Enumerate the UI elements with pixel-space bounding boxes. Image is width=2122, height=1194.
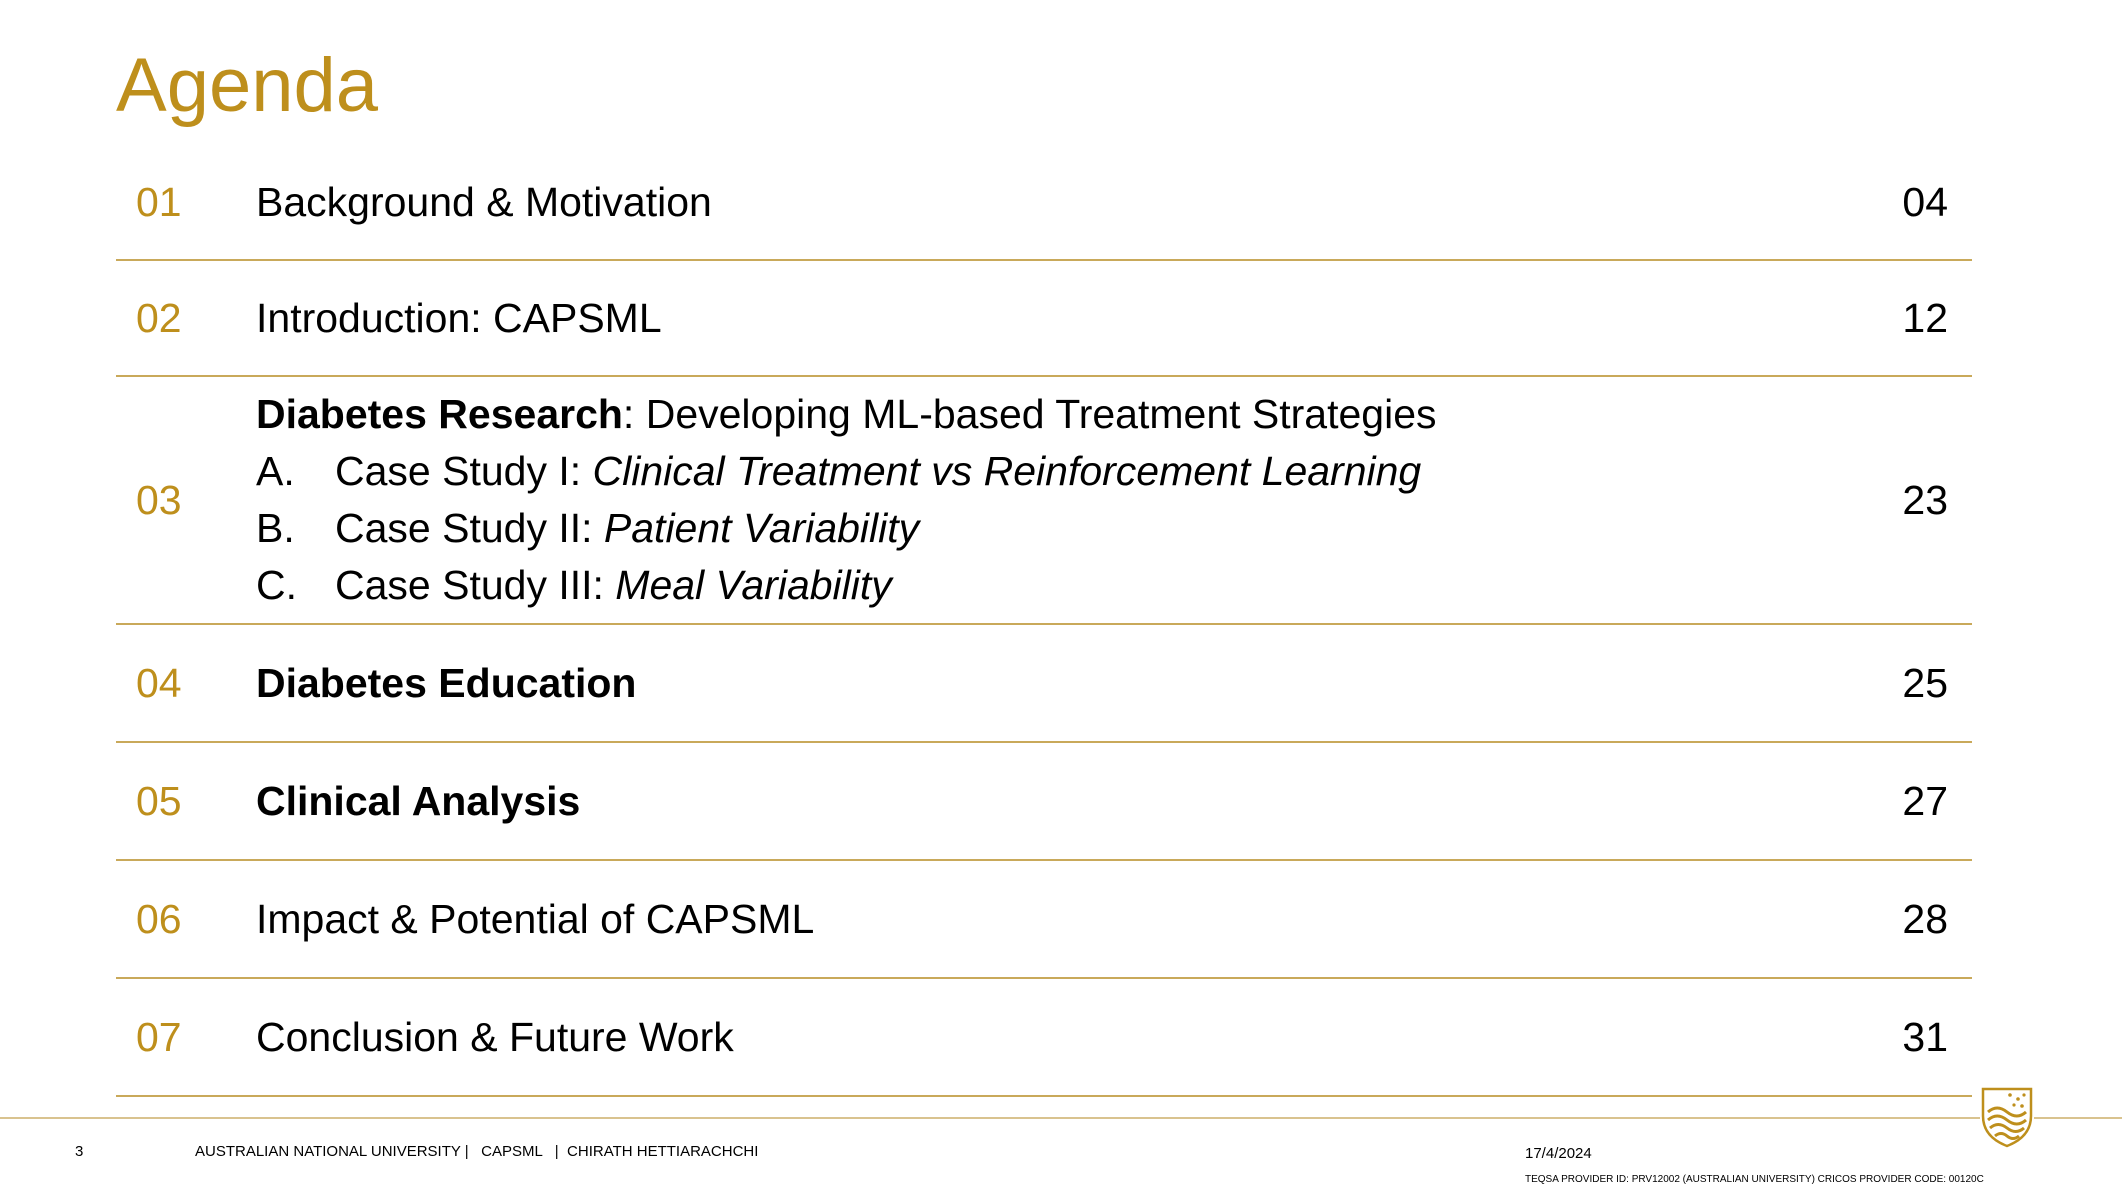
slide-number: 3 [75, 1143, 84, 1160]
item-number: 02 [136, 294, 182, 341]
item-label: Clinical Analysis [256, 777, 581, 824]
footer-divider [0, 1117, 2122, 1119]
sub-item-italic: Clinical Treatment vs Reinforcement Lear… [592, 448, 1422, 494]
item-label-group: Diabetes Research: Developing ML-based T… [256, 377, 1437, 623]
footer-provider: TEQSA PROVIDER ID: PRV12002 (AUSTRALIAN … [1525, 1174, 1984, 1185]
agenda-list: 01 Background & Motivation 04 02 Introdu… [116, 145, 1972, 1097]
footer-org: AUSTRALIAN NATIONAL UNIVERSITY | CAPSML … [195, 1143, 759, 1160]
item-label: Introduction: CAPSML [256, 294, 662, 341]
sub-item-c: C. Case Study III: Meal Variability [256, 557, 892, 614]
agenda-item-07: 07 Conclusion & Future Work 31 [116, 979, 1972, 1097]
item-label: Background & Motivation [256, 178, 712, 225]
item-heading-bold: Diabetes Research [256, 391, 623, 437]
agenda-item-05: 05 Clinical Analysis 27 [116, 743, 1972, 861]
sub-item-letter: C. [256, 562, 297, 608]
footer-date: 17/4/2024 [1525, 1145, 1592, 1162]
sub-item-prefix: Case Study III: [335, 562, 616, 608]
item-page: 25 [1902, 659, 1948, 706]
anu-crest-icon [1980, 1086, 2034, 1148]
item-number: 05 [136, 777, 182, 824]
agenda-item-01: 01 Background & Motivation 04 [116, 145, 1972, 261]
item-heading-rest: : Developing ML-based Treatment Strategi… [622, 391, 1437, 437]
sub-item-prefix: Case Study I: [335, 448, 593, 494]
item-heading: Diabetes Research: Developing ML-based T… [256, 386, 1437, 443]
sub-item-letter: A. [256, 448, 295, 494]
sub-item-italic: Meal Variability [615, 562, 892, 608]
sub-item-prefix: Case Study II: [335, 505, 604, 551]
agenda-item-06: 06 Impact & Potential of CAPSML 28 [116, 861, 1972, 979]
item-number: 07 [136, 1013, 182, 1060]
sub-item-b: B. Case Study II: Patient Variability [256, 500, 919, 557]
item-page: 23 [1902, 476, 1948, 523]
agenda-item-04: 04 Diabetes Education 25 [116, 625, 1972, 743]
sub-item-a: A. Case Study I: Clinical Treatment vs R… [256, 443, 1421, 500]
item-label: Conclusion & Future Work [256, 1013, 734, 1060]
page-title: Agenda [116, 43, 379, 128]
item-page: 27 [1902, 777, 1948, 824]
sub-item-letter: B. [256, 505, 295, 551]
item-number: 01 [136, 178, 182, 225]
agenda-item-03: 03 Diabetes Research: Developing ML-base… [116, 377, 1972, 625]
item-page: 04 [1902, 178, 1948, 225]
item-number: 04 [136, 659, 182, 706]
item-number: 03 [136, 476, 182, 523]
item-page: 28 [1902, 895, 1948, 942]
item-number: 06 [136, 895, 182, 942]
item-label: Diabetes Education [256, 659, 637, 706]
item-page: 31 [1902, 1013, 1948, 1060]
agenda-item-02: 02 Introduction: CAPSML 12 [116, 261, 1972, 377]
item-label: Impact & Potential of CAPSML [256, 895, 815, 942]
item-page: 12 [1902, 294, 1948, 341]
sub-item-italic: Patient Variability [603, 505, 920, 551]
